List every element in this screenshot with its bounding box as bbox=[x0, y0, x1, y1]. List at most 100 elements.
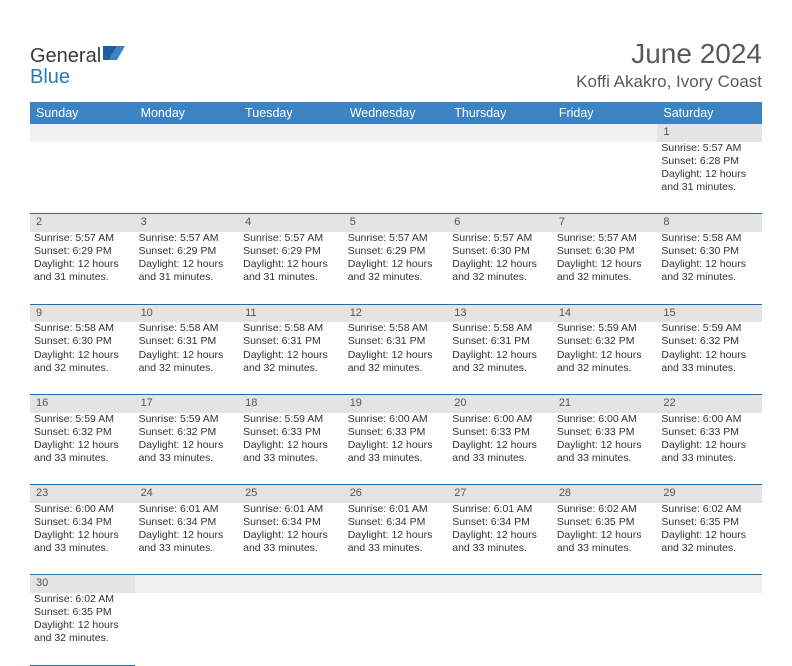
daylight-text-1: Daylight: 12 hours bbox=[139, 349, 236, 362]
daylight-text-2: and 32 minutes. bbox=[452, 271, 549, 284]
day-number-row: 1 bbox=[30, 124, 762, 142]
sunset-text: Sunset: 6:31 PM bbox=[348, 335, 445, 348]
sunset-text: Sunset: 6:32 PM bbox=[34, 426, 131, 439]
daylight-text-1: Daylight: 12 hours bbox=[139, 529, 236, 542]
day-cell bbox=[344, 142, 449, 214]
daylight-text-1: Daylight: 12 hours bbox=[452, 349, 549, 362]
day-number-cell: 16 bbox=[30, 394, 135, 412]
daylight-text-1: Daylight: 12 hours bbox=[243, 439, 340, 452]
daylight-text-2: and 33 minutes. bbox=[348, 452, 445, 465]
day-header-row: SundayMondayTuesdayWednesdayThursdayFrid… bbox=[30, 102, 762, 124]
sunrise-text: Sunrise: 6:01 AM bbox=[452, 503, 549, 516]
daylight-text-2: and 31 minutes. bbox=[34, 271, 131, 284]
day-number-cell bbox=[135, 575, 240, 593]
calendar-table: SundayMondayTuesdayWednesdayThursdayFrid… bbox=[30, 102, 762, 666]
day-number-cell: 3 bbox=[135, 214, 240, 232]
sunset-text: Sunset: 6:35 PM bbox=[557, 516, 654, 529]
sunset-text: Sunset: 6:29 PM bbox=[139, 245, 236, 258]
week-row: Sunrise: 5:57 AMSunset: 6:29 PMDaylight:… bbox=[30, 232, 762, 304]
sunrise-text: Sunrise: 6:00 AM bbox=[661, 413, 758, 426]
day-number-cell bbox=[448, 124, 553, 142]
daylight-text-2: and 33 minutes. bbox=[348, 542, 445, 555]
day-number-cell: 26 bbox=[344, 485, 449, 503]
day-cell: Sunrise: 5:57 AMSunset: 6:29 PMDaylight:… bbox=[344, 232, 449, 304]
day-cell: Sunrise: 5:58 AMSunset: 6:31 PMDaylight:… bbox=[344, 322, 449, 394]
day-cell bbox=[553, 142, 658, 214]
day-cell: Sunrise: 5:58 AMSunset: 6:31 PMDaylight:… bbox=[239, 322, 344, 394]
sunset-text: Sunset: 6:33 PM bbox=[243, 426, 340, 439]
day-header: Thursday bbox=[448, 102, 553, 124]
sunrise-text: Sunrise: 5:58 AM bbox=[452, 322, 549, 335]
daylight-text-1: Daylight: 12 hours bbox=[139, 258, 236, 271]
daylight-text-1: Daylight: 12 hours bbox=[557, 258, 654, 271]
sunrise-text: Sunrise: 5:58 AM bbox=[661, 232, 758, 245]
week-row: Sunrise: 5:57 AMSunset: 6:28 PMDaylight:… bbox=[30, 142, 762, 214]
day-number-cell: 17 bbox=[135, 394, 240, 412]
day-cell: Sunrise: 5:59 AMSunset: 6:32 PMDaylight:… bbox=[135, 413, 240, 485]
daylight-text-2: and 33 minutes. bbox=[557, 452, 654, 465]
sunrise-text: Sunrise: 6:00 AM bbox=[452, 413, 549, 426]
sunset-text: Sunset: 6:32 PM bbox=[557, 335, 654, 348]
daylight-text-2: and 33 minutes. bbox=[452, 452, 549, 465]
sunrise-text: Sunrise: 5:59 AM bbox=[661, 322, 758, 335]
day-cell bbox=[448, 593, 553, 665]
day-cell: Sunrise: 5:57 AMSunset: 6:29 PMDaylight:… bbox=[30, 232, 135, 304]
sunrise-text: Sunrise: 6:00 AM bbox=[34, 503, 131, 516]
daylight-text-1: Daylight: 12 hours bbox=[348, 529, 445, 542]
day-cell: Sunrise: 6:00 AMSunset: 6:33 PMDaylight:… bbox=[344, 413, 449, 485]
sunrise-text: Sunrise: 5:58 AM bbox=[243, 322, 340, 335]
day-number-cell: 30 bbox=[30, 575, 135, 593]
sunrise-text: Sunrise: 5:57 AM bbox=[452, 232, 549, 245]
day-number-cell: 4 bbox=[239, 214, 344, 232]
sunrise-text: Sunrise: 5:57 AM bbox=[243, 232, 340, 245]
daylight-text-2: and 33 minutes. bbox=[661, 362, 758, 375]
sunset-text: Sunset: 6:30 PM bbox=[661, 245, 758, 258]
day-number-cell bbox=[553, 575, 658, 593]
sunrise-text: Sunrise: 5:57 AM bbox=[348, 232, 445, 245]
day-number-row: 16171819202122 bbox=[30, 394, 762, 412]
day-number-cell: 10 bbox=[135, 304, 240, 322]
day-number-cell: 18 bbox=[239, 394, 344, 412]
daylight-text-2: and 32 minutes. bbox=[661, 542, 758, 555]
logo-text-blue: Blue bbox=[30, 66, 70, 88]
sunrise-text: Sunrise: 5:58 AM bbox=[348, 322, 445, 335]
sunrise-text: Sunrise: 5:59 AM bbox=[34, 413, 131, 426]
sunrise-text: Sunrise: 5:57 AM bbox=[557, 232, 654, 245]
day-number-cell: 12 bbox=[344, 304, 449, 322]
week-row: Sunrise: 6:00 AM Sunset: 6:34 PM Daylight:… bbox=[30, 503, 762, 575]
daylight-text-1: Daylight: 12 hours bbox=[661, 439, 758, 452]
day-cell: Sunrise: 5:57 AMSunset: 6:29 PMDaylight:… bbox=[135, 232, 240, 304]
day-cell bbox=[239, 142, 344, 214]
sunset-text: Sunset: 6:29 PM bbox=[243, 245, 340, 258]
sunset-text: Sunset: 6:29 PM bbox=[34, 245, 131, 258]
daylight-text-2: and 32 minutes. bbox=[557, 362, 654, 375]
daylight-text-1: Daylight: 12 hours bbox=[34, 529, 131, 542]
day-cell: Sunrise: 5:58 AMSunset: 6:31 PMDaylight:… bbox=[448, 322, 553, 394]
sunset-text: Sunset: 6:34 PM bbox=[452, 516, 549, 529]
day-header: Tuesday bbox=[239, 102, 344, 124]
daylight-text-2: and 31 minutes. bbox=[661, 181, 758, 194]
day-number-cell: 1 bbox=[657, 124, 762, 142]
day-number-cell: 15 bbox=[657, 304, 762, 322]
logo-blue-wrap: Blue bbox=[30, 66, 70, 89]
day-number-row: 23242526272829 bbox=[30, 485, 762, 503]
daylight-text-1: Daylight: 12 hours bbox=[348, 258, 445, 271]
daylight-text-2: and 31 minutes. bbox=[139, 271, 236, 284]
day-cell: Sunrise: 5:59 AMSunset: 6:32 PMDaylight:… bbox=[657, 322, 762, 394]
week-row: Sunrise: 5:59 AMSunset: 6:32 PM Daylight:… bbox=[30, 413, 762, 485]
daylight-text-2: and 33 minutes. bbox=[34, 452, 131, 465]
flag-icon bbox=[103, 44, 125, 65]
sunrise-text: Sunrise: 6:00 AM bbox=[348, 413, 445, 426]
sunrise-text: Sunrise: 5:59 AM bbox=[557, 322, 654, 335]
daylight-text-2: and 32 minutes. bbox=[243, 362, 340, 375]
daylight-text-2: and 32 minutes. bbox=[348, 271, 445, 284]
day-header: Saturday bbox=[657, 102, 762, 124]
sunset-text: Sunset: 6:33 PM bbox=[452, 426, 549, 439]
sunrise-text: Sunrise: 5:57 AM bbox=[661, 142, 758, 155]
sunrise-text: Sunrise: 5:58 AM bbox=[34, 322, 131, 335]
daylight-text-1: Daylight: 12 hours bbox=[661, 168, 758, 181]
day-number-cell: 22 bbox=[657, 394, 762, 412]
day-number-cell: 11 bbox=[239, 304, 344, 322]
day-cell: Sunrise: 5:59 AMSunset: 6:32 PMDaylight:… bbox=[553, 322, 658, 394]
sunrise-text: Sunrise: 6:02 AM bbox=[34, 593, 131, 606]
